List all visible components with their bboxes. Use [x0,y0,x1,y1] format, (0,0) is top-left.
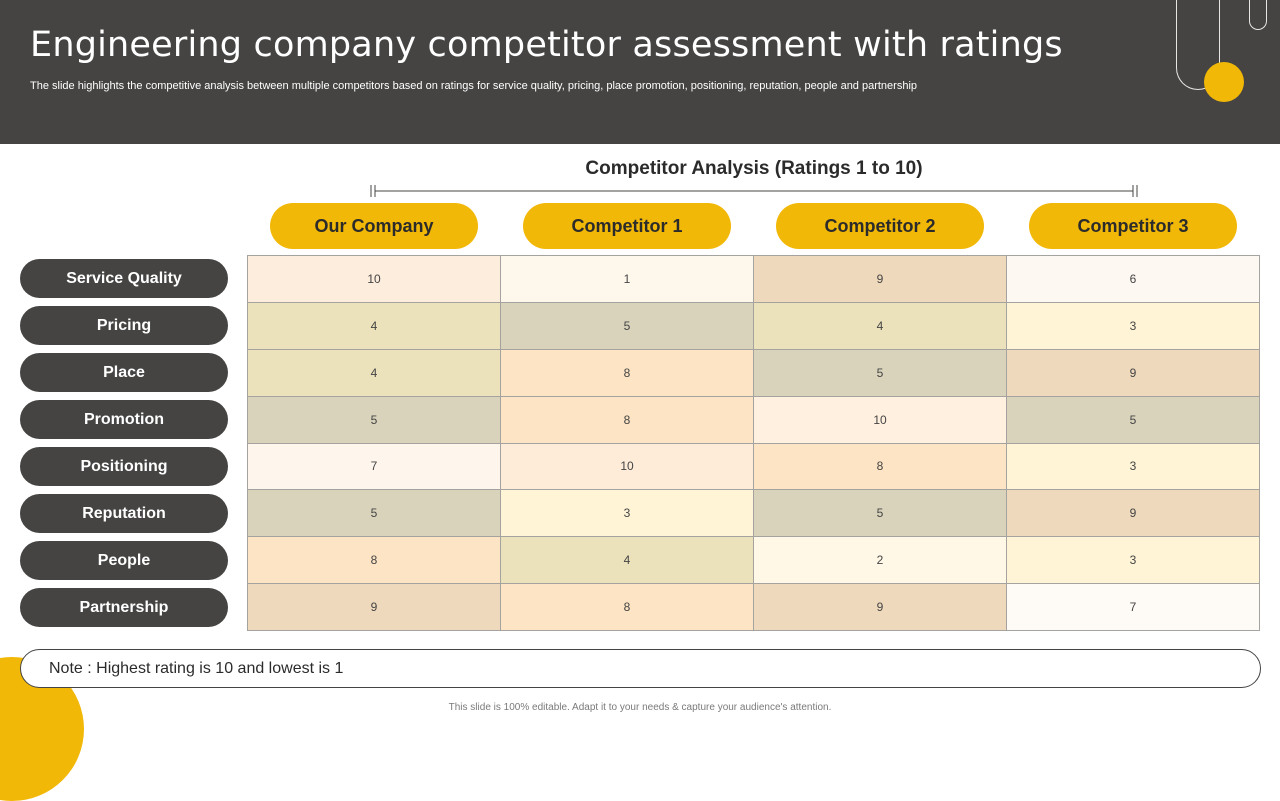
table-cell: 5 [754,349,1007,397]
column-header-1: Competitor 1 [523,203,731,249]
page-subtitle: The slide highlights the competitive ana… [30,80,918,92]
table-cell: 4 [501,537,754,585]
column-header-0: Our Company [270,203,478,249]
table-cell: 9 [754,256,1007,303]
table-cell: 9 [1007,490,1260,538]
table-cell: 3 [1007,443,1260,491]
row-header-people: People [20,541,228,580]
row-header-positioning: Positioning [20,447,228,486]
table-cell: 4 [248,302,501,350]
table-cell: 10 [754,396,1007,444]
note-box: Note : Highest rating is 10 and lowest i… [20,649,1261,688]
header-banner: Engineering company competitor assessmen… [0,0,1280,144]
table-cell: 10 [248,256,501,303]
table-cell: 4 [754,302,1007,350]
note-text: Note : Highest rating is 10 and lowest i… [49,659,344,677]
table-cell: 8 [501,584,754,631]
table-cell: 10 [501,443,754,491]
table-cell: 8 [754,443,1007,491]
footer-text: This slide is 100% editable. Adapt it to… [448,702,832,713]
table-cell: 5 [248,490,501,538]
table-cell: 9 [248,584,501,631]
column-header-2: Competitor 2 [776,203,984,249]
table-cell: 9 [754,584,1007,631]
row-header-place: Place [20,353,228,392]
table-cell: 1 [501,256,754,303]
decorative-line-small [1249,0,1267,30]
row-header-reputation: Reputation [20,494,228,533]
ratings-table: 10 1 9 6 4 5 4 3 4 8 5 9 5 8 10 5 7 10 8 3 5 3 5 9 8 4 2 3 9 8 9 7 [247,255,1260,631]
table-cell: 2 [754,537,1007,585]
table-cell: 7 [1007,584,1260,631]
table-cell: 5 [754,490,1007,538]
row-header-pricing: Pricing [20,306,228,345]
table-cell: 4 [248,349,501,397]
table-cell: 3 [1007,537,1260,585]
table-cell: 9 [1007,349,1260,397]
table-cell: 8 [248,537,501,585]
row-header-service-quality: Service Quality [20,259,228,298]
table-cell: 5 [1007,396,1260,444]
column-header-3: Competitor 3 [1029,203,1237,249]
row-header-partnership: Partnership [20,588,228,627]
table-cell: 5 [248,396,501,444]
page-title: Engineering company competitor assessmen… [30,25,1063,65]
table-cell: 6 [1007,256,1260,303]
table-cell: 7 [248,443,501,491]
table-cell: 8 [501,396,754,444]
column-span-bracket [370,185,1138,197]
analysis-title: Competitor Analysis (Ratings 1 to 10) [585,158,923,179]
row-header-promotion: Promotion [20,400,228,439]
table-cell: 5 [501,302,754,350]
table-cell: 8 [501,349,754,397]
table-cell: 3 [1007,302,1260,350]
decorative-line [1176,0,1220,90]
decorative-circle [1204,62,1244,102]
table-cell: 3 [501,490,754,538]
